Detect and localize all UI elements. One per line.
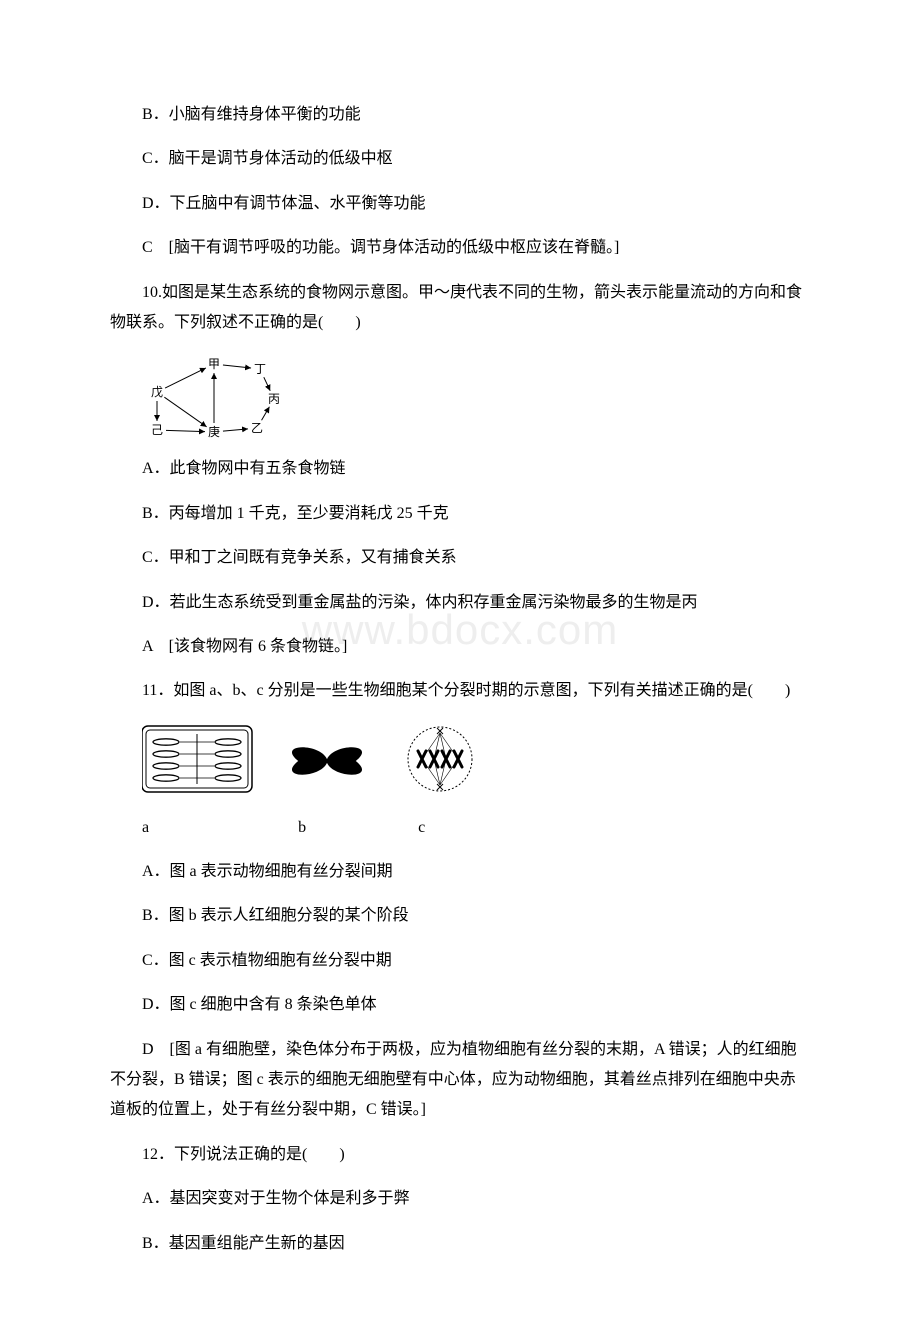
q11-diagram — [142, 721, 810, 801]
q9-answer: C [脑干有调节呼吸的功能。调节身体活动的低级中枢应该在脊髓。] — [110, 233, 810, 263]
svg-text:乙: 乙 — [251, 421, 263, 435]
q11-stem: 11．如图 a、b、c 分别是一些生物细胞某个分裂时期的示意图，下列有关描述正确… — [110, 676, 810, 706]
q12-option-b: B．基因重组能产生新的基因 — [110, 1229, 810, 1259]
document-content: B．小脑有维持身体平衡的功能 C．脑干是调节身体活动的低级中枢 D．下丘脑中有调… — [110, 100, 810, 1259]
q10-stem: 10.如图是某生态系统的食物网示意图。甲～庚代表不同的生物，箭头表示能量流动的方… — [110, 278, 810, 339]
svg-text:庚: 庚 — [208, 424, 220, 439]
q12-option-a: A．基因突变对于生物个体是利多于弊 — [110, 1184, 810, 1214]
q10-option-a: A．此食物网中有五条食物链 — [110, 454, 810, 484]
q11-option-b: B．图 b 表示人红细胞分裂的某个阶段 — [110, 901, 810, 931]
q11-labels: a b c — [142, 813, 810, 843]
q10-diagram: 甲 丁戊丙己 庚 乙 — [142, 352, 810, 442]
svg-text:甲: 甲 — [208, 357, 220, 371]
q11-label-a: a — [142, 813, 149, 843]
q10-answer: A [该食物网有 6 条食物链。] — [110, 632, 810, 662]
q10-option-d: D．若此生态系统受到重金属盐的污染，体内积存重金属污染物最多的生物是丙 — [110, 588, 810, 618]
svg-text:己: 己 — [151, 423, 163, 437]
q11-answer: D [图 a 有细胞壁，染色体分布于两极，应为植物细胞有丝分裂的末期，A 错误；… — [110, 1035, 810, 1126]
q11-label-b: b — [298, 813, 306, 843]
q12-stem: 12．下列说法正确的是( ) — [110, 1140, 810, 1170]
q9-option-b: B．小脑有维持身体平衡的功能 — [110, 100, 810, 130]
q11-label-c: c — [418, 813, 425, 843]
q11-option-d: D．图 c 细胞中含有 8 条染色单体 — [110, 990, 810, 1020]
q11-option-a: A．图 a 表示动物细胞有丝分裂间期 — [110, 857, 810, 887]
cell-division-diagram — [142, 721, 502, 801]
q9-option-d: D．下丘脑中有调节体温、水平衡等功能 — [110, 189, 810, 219]
food-web-diagram: 甲 丁戊丙己 庚 乙 — [142, 352, 292, 442]
svg-text:丁: 丁 — [254, 362, 266, 376]
svg-text:戊: 戊 — [151, 385, 163, 399]
q9-option-c: C．脑干是调节身体活动的低级中枢 — [110, 144, 810, 174]
q10-option-b: B．丙每增加 1 千克，至少要消耗戊 25 千克 — [110, 499, 810, 529]
q11-option-c: C．图 c 表示植物细胞有丝分裂中期 — [110, 946, 810, 976]
q10-option-c: C．甲和丁之间既有竞争关系，又有捕食关系 — [110, 543, 810, 573]
svg-text:丙: 丙 — [268, 392, 280, 406]
